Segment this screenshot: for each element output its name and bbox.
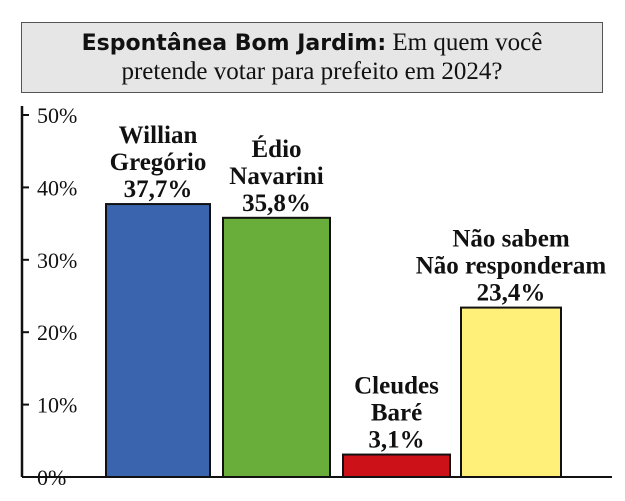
data-label: 3,1%	[368, 427, 424, 454]
title-line-1: Espontânea Bom Jardim: Em quem você	[82, 29, 543, 58]
bar	[342, 453, 451, 478]
chart-title: Espontânea Bom Jardim: Em quem você pret…	[21, 22, 603, 93]
data-label: 23,4%	[477, 280, 546, 307]
y-tick-label: 40%	[37, 175, 77, 200]
y-tick-label: 30%	[37, 248, 77, 273]
category-label: Édio	[251, 135, 301, 163]
bar	[460, 306, 562, 479]
title-question-start: Em quem você	[386, 29, 543, 56]
title-bold: Espontânea Bom Jardim:	[81, 31, 387, 56]
title-line-2: pretende votar para prefeito em 2024?	[121, 58, 503, 85]
y-tick-label: 20%	[37, 320, 77, 345]
category-label: Baré	[371, 400, 422, 427]
data-label: 37,7%	[124, 176, 193, 203]
category-label: Não sabem	[452, 226, 570, 253]
category-label: Não responderam	[416, 253, 607, 280]
y-axis: 0% 10% 20% 30% 40% 50%	[20, 103, 612, 490]
data-label: 35,8%	[242, 190, 311, 217]
y-tick-label: 10%	[37, 393, 77, 418]
category-label: Willian	[119, 122, 198, 149]
category-label: Navarini	[229, 163, 324, 190]
y-tick-label: 0%	[37, 465, 66, 490]
bar	[222, 216, 331, 478]
y-tick-label: 50%	[37, 103, 77, 128]
bars	[105, 203, 562, 479]
category-label: Gregório	[110, 149, 207, 176]
category-label: Cleudes	[354, 373, 439, 400]
bar	[105, 203, 211, 478]
